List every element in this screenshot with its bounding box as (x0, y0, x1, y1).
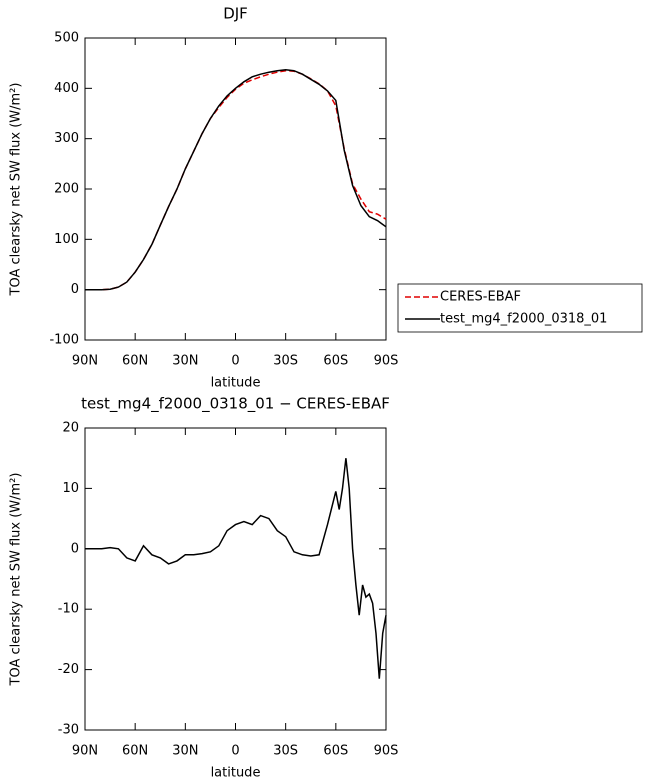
y-tick-label: 300 (54, 131, 79, 146)
x-tick-label: 60N (122, 744, 148, 759)
y-tick-label: 0 (71, 282, 79, 297)
chart-title: test_mg4_f2000_0318_01 − CERES-EBAF (81, 395, 390, 414)
y-tick-label: -20 (58, 662, 79, 677)
y-tick-label: 500 (54, 31, 79, 46)
plot-frame (84, 427, 387, 731)
x-tick-label: 90N (72, 744, 98, 759)
x-tick-label: 30N (172, 744, 198, 759)
x-tick-label: 90S (374, 354, 399, 369)
x-tick-label: 0 (231, 744, 239, 759)
y-tick-label: 0 (71, 541, 79, 556)
data-line (85, 69, 387, 291)
x-tick-label: 60N (122, 354, 148, 369)
y-tick-label: -100 (49, 333, 79, 348)
y-tick-label: -10 (58, 602, 79, 617)
x-axis-label: latitude (211, 766, 261, 781)
y-tick-label: 200 (54, 182, 79, 197)
y-tick-label: 400 (54, 81, 79, 96)
y-axis-label: TOA clearsky net SW flux (W/m²) (9, 473, 24, 687)
legend-box (397, 283, 643, 333)
y-tick-label: 10 (62, 481, 79, 496)
legend-label: test_mg4_f2000_0318_01 (440, 312, 607, 327)
chart-title: DJF (223, 5, 248, 23)
x-tick-label: 90N (72, 354, 98, 369)
x-tick-label: 30N (172, 354, 198, 369)
x-tick-label: 60S (323, 744, 348, 759)
plot-frame (84, 37, 387, 341)
y-axis-label: TOA clearsky net SW flux (W/m²) (9, 83, 24, 297)
x-tick-label: 60S (323, 354, 348, 369)
x-tick-label: 0 (231, 354, 239, 369)
x-tick-label: 30S (273, 354, 298, 369)
x-tick-label: 30S (273, 744, 298, 759)
data-line (85, 458, 387, 679)
y-tick-label: 100 (54, 232, 79, 247)
y-tick-label: 20 (62, 421, 79, 436)
legend-label: CERES-EBAF (440, 290, 521, 305)
x-tick-label: 90S (374, 744, 399, 759)
data-line (85, 68, 387, 291)
y-tick-label: -30 (58, 723, 79, 738)
x-axis-label: latitude (211, 376, 261, 391)
